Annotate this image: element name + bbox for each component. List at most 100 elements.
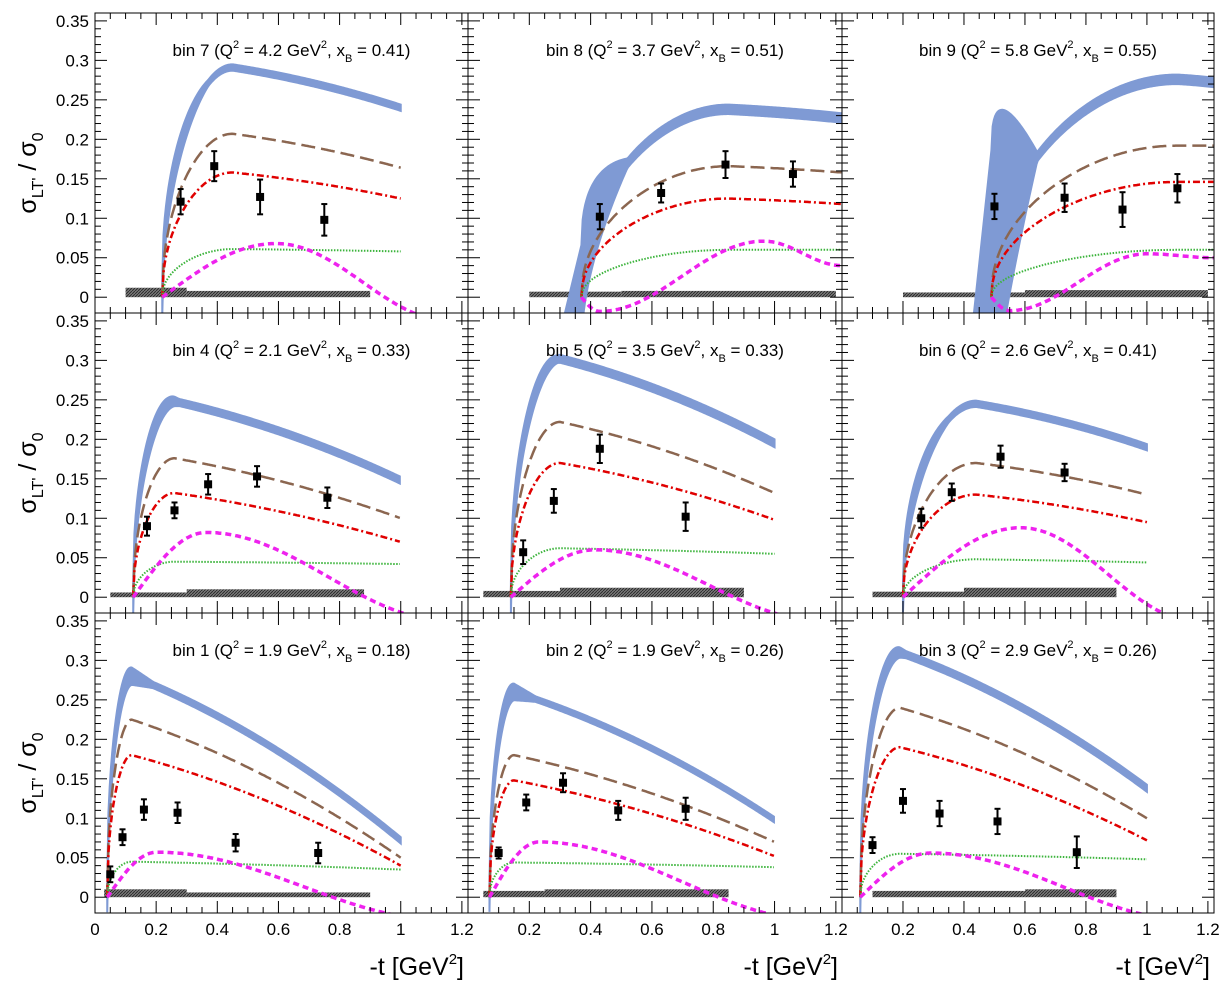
panel-bin-4: bin 4 (Q2 = 2.1 GeV2, xB = 0.33): [94, 312, 469, 614]
data-point: [1060, 462, 1069, 483]
y-tick-label: 0.25: [56, 391, 89, 410]
systematic-error-bar: [1024, 889, 1117, 898]
x-tick-label: 1.2: [824, 920, 848, 939]
x-axis-label: -t [GeV2]: [744, 951, 838, 981]
model-dashed-curve: [488, 753, 775, 898]
y-tick-label: 0.35: [56, 12, 89, 31]
panel-title: bin 4 (Q2 = 2.1 GeV2, xB = 0.33): [173, 339, 411, 365]
data-point: [118, 828, 127, 847]
x-tick-label: 0.4: [205, 920, 229, 939]
panel-bin-2: bin 2 (Q2 = 1.9 GeV2, xB = 0.26): [467, 612, 843, 914]
y-tick-label: 0.15: [56, 470, 89, 489]
y-tick-label: 0.25: [56, 691, 89, 710]
data-point: [231, 833, 240, 853]
x-tick-label: 0: [90, 920, 99, 939]
data-point: [917, 507, 926, 529]
model-dashed-curve: [509, 420, 776, 598]
x-tick-label: 1.2: [450, 920, 474, 939]
model-dashdot-curve: [509, 461, 775, 598]
panel-bin-1: bin 1 (Q2 = 1.9 GeV2, xB = 0.18): [94, 612, 469, 914]
data-point: [204, 473, 213, 496]
panel-bin-7: bin 7 (Q2 = 4.2 GeV2, xB = 0.41): [94, 12, 469, 314]
model-dashed-curve: [859, 706, 1148, 898]
model-short-dash-curve: [901, 525, 1168, 613]
data-point: [176, 188, 185, 216]
y-tick-label: 0.2: [65, 430, 89, 449]
data-point: [993, 807, 1002, 836]
model-short-dash-curve: [580, 239, 842, 313]
data-point: [253, 465, 262, 488]
x-tick-label: 0.2: [891, 920, 915, 939]
y-tick-label: 0.15: [56, 770, 89, 789]
y-tick-label: 0.3: [65, 51, 89, 70]
x-tick-label: 0.2: [517, 920, 541, 939]
data-point: [935, 799, 944, 828]
panel-title: bin 3 (Q2 = 2.9 GeV2, xB = 0.26): [919, 639, 1157, 665]
data-point: [494, 846, 503, 860]
panel-title: bin 9 (Q2 = 5.8 GeV2, xB = 0.55): [919, 39, 1157, 65]
model-dashdot-curve: [859, 745, 1148, 898]
model-dashed-curve: [105, 718, 402, 898]
y-tick-label: 0: [80, 588, 89, 607]
model-dotted-curve: [106, 860, 401, 898]
model-short-dash-curve: [131, 530, 409, 613]
data-point: [1118, 191, 1127, 228]
model-dashdot-curve: [105, 753, 402, 898]
data-point: [681, 501, 690, 532]
model-band-curve: [859, 646, 1148, 913]
data-point: [788, 160, 797, 188]
y-tick-label: 0.25: [56, 91, 89, 110]
model-dotted-curve: [509, 547, 775, 598]
x-tick-label: 0.4: [952, 920, 976, 939]
model-band-curve: [972, 73, 1214, 313]
y-axis-label: σLT' / σ0: [14, 132, 47, 213]
model-dashed-curve: [990, 144, 1214, 298]
systematic-error-bar: [872, 591, 964, 598]
panel-title: bin 6 (Q2 = 2.6 GeV2, xB = 0.41): [919, 339, 1157, 365]
panel-title: bin 8 (Q2 = 3.7 GeV2, xB = 0.51): [546, 39, 784, 65]
model-short-dash-curve: [990, 252, 1214, 313]
data-point: [559, 772, 568, 794]
data-point: [947, 482, 956, 502]
panel-bin-8: bin 8 (Q2 = 3.7 GeV2, xB = 0.51): [467, 12, 843, 314]
model-dashdot-curve: [488, 779, 775, 898]
systematic-error-bar: [483, 890, 545, 898]
y-tick-label: 0.3: [65, 351, 89, 370]
panel-bin-6: bin 6 (Q2 = 2.6 GeV2, xB = 0.41): [841, 312, 1215, 614]
data-point: [595, 433, 604, 464]
systematic-error-bar: [186, 589, 365, 598]
x-tick-label: 0.8: [328, 920, 352, 939]
data-point: [1060, 182, 1069, 213]
model-band-curve: [488, 682, 775, 912]
x-tick-label: 0.6: [1013, 920, 1037, 939]
model-dotted-curve: [132, 560, 400, 598]
y-tick-label: 0: [80, 288, 89, 307]
model-dashdot-curve: [580, 197, 842, 298]
systematic-error-bar: [559, 587, 744, 598]
model-dashdot-curve: [901, 493, 1148, 598]
model-dotted-curve: [902, 558, 1147, 598]
data-point: [868, 836, 877, 854]
data-point: [681, 796, 690, 821]
systematic-error-bar: [902, 292, 1025, 298]
panel-title: bin 5 (Q2 = 3.5 GeV2, xB = 0.33): [546, 339, 784, 365]
x-tick-label: 0.6: [640, 920, 664, 939]
model-short-dash-curve: [487, 840, 773, 913]
y-tick-label: 0.1: [65, 209, 89, 228]
model-dashed-curve: [901, 461, 1148, 598]
model-short-dash-curve: [859, 851, 1145, 913]
x-tick-label: 0.6: [267, 920, 291, 939]
data-point: [990, 192, 999, 221]
data-point: [1072, 835, 1081, 869]
data-point: [256, 178, 265, 216]
x-tick-label: 0.8: [701, 920, 725, 939]
data-point: [898, 788, 907, 814]
data-point: [1173, 173, 1182, 204]
systematic-error-bar: [1024, 290, 1208, 298]
y-tick-label: 0.35: [56, 312, 89, 331]
y-tick-label: 0.3: [65, 651, 89, 670]
model-band-curve: [901, 399, 1148, 613]
y-axis-label: σLT' / σ0: [14, 732, 47, 813]
model-dashed-curve: [131, 457, 401, 598]
data-point: [522, 793, 531, 812]
